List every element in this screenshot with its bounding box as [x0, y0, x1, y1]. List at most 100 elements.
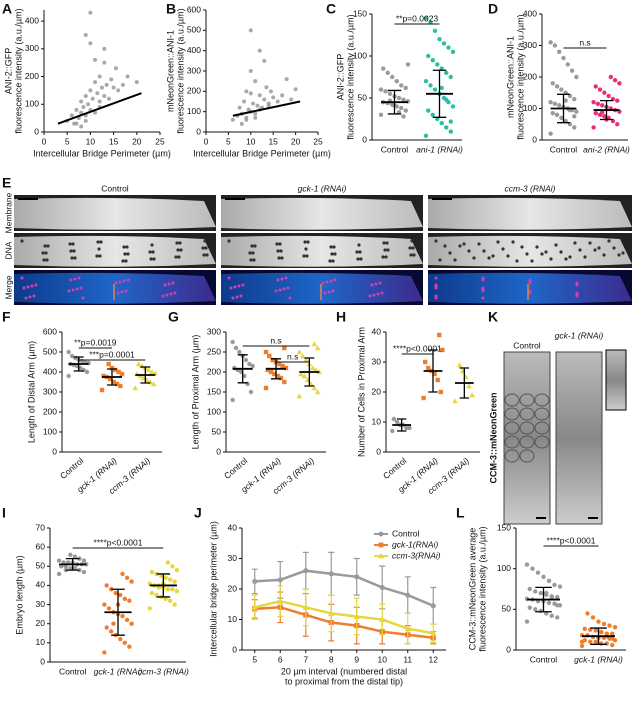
nucleus — [568, 255, 572, 259]
marker — [548, 40, 553, 45]
nucleus — [372, 293, 376, 297]
significance-label: n.s — [287, 351, 298, 361]
nucleus — [472, 256, 476, 260]
marker — [379, 584, 385, 591]
significance-label: **p=0.0019 — [74, 337, 117, 347]
marker — [296, 393, 303, 399]
marker — [68, 552, 73, 557]
nucleus — [409, 253, 413, 257]
y-tick-label: 100 — [43, 426, 57, 436]
significance-label: **p=0.0023 — [396, 13, 439, 23]
marker — [296, 349, 303, 355]
nucleus — [204, 246, 208, 250]
point — [88, 41, 93, 46]
nucleus — [69, 278, 73, 282]
nucleus — [321, 281, 325, 285]
y-tick-label: 150 — [497, 522, 511, 532]
nucleus — [333, 252, 337, 256]
tissue — [428, 197, 632, 230]
nucleus — [384, 255, 388, 259]
x-tick-label: 5 — [65, 136, 70, 146]
nucleus — [276, 278, 280, 282]
marker — [391, 416, 397, 422]
nucleus — [434, 239, 438, 243]
marker — [124, 575, 130, 580]
marker — [426, 108, 431, 113]
nucleus — [248, 251, 252, 255]
y-tick-label: 40 — [36, 580, 46, 590]
nucleus — [46, 244, 50, 248]
marker — [265, 367, 270, 373]
nucleus — [229, 286, 233, 290]
marker — [554, 112, 560, 118]
nucleus — [121, 259, 125, 263]
marker — [267, 353, 272, 359]
marker — [612, 625, 618, 630]
marker — [422, 359, 428, 365]
y-tick-label: 30 — [372, 356, 382, 366]
marker — [550, 81, 555, 86]
marker — [606, 93, 611, 99]
marker — [574, 74, 579, 80]
inset — [605, 349, 627, 411]
nucleus — [41, 251, 45, 255]
panel-label: D — [488, 1, 498, 17]
marker — [559, 115, 564, 121]
nucleus — [381, 255, 385, 259]
y-axis-label: fluorescence intensity (a.u./µm) — [345, 14, 355, 139]
marker — [444, 125, 449, 130]
nucleus — [249, 258, 253, 262]
cell — [504, 449, 520, 463]
marker — [263, 349, 269, 355]
point — [93, 110, 98, 115]
marker — [114, 381, 120, 387]
point — [79, 99, 84, 104]
y-tick-label: 400 — [187, 45, 201, 55]
y-tick-label: 0 — [216, 446, 221, 456]
point — [230, 117, 235, 122]
y-tick-label: 100 — [187, 106, 201, 116]
x-axis-label: Intercellular Bridge Perimeter (µm) — [193, 148, 331, 158]
marker — [533, 589, 538, 594]
point — [134, 80, 139, 85]
nucleus — [612, 246, 616, 250]
y-tick-label: 500 — [43, 346, 57, 356]
nucleus — [97, 247, 101, 251]
column-label: Control — [101, 183, 129, 193]
nucleus — [124, 289, 128, 293]
y-tick-label: 300 — [523, 40, 537, 50]
nucleus — [201, 246, 205, 250]
nucleus — [358, 250, 362, 254]
marker — [557, 103, 562, 108]
x-tick-label: 11 — [403, 654, 412, 664]
y-axis-label: fluorescence intensity (a.u./µm) — [13, 8, 23, 133]
y-tick-label: 300 — [25, 43, 39, 53]
nucleus — [385, 241, 389, 245]
row-label: DNA — [3, 241, 13, 259]
nucleus — [368, 294, 372, 298]
nucleus — [252, 258, 256, 262]
marker — [81, 558, 87, 563]
marker — [423, 133, 429, 138]
marker — [403, 85, 408, 91]
cell — [519, 407, 535, 421]
nucleus — [383, 248, 387, 252]
point — [90, 96, 95, 101]
marker — [233, 345, 239, 351]
nucleus — [530, 259, 534, 263]
y-tick-label: 200 — [25, 71, 39, 81]
marker — [147, 606, 152, 611]
series-line — [254, 606, 434, 640]
nucleus — [126, 252, 130, 256]
nucleus — [329, 245, 333, 249]
marker — [546, 578, 552, 584]
point — [239, 121, 244, 126]
marker — [111, 621, 116, 626]
sd-bar — [557, 93, 570, 124]
x-tick-label: 9 — [354, 654, 359, 664]
nucleus — [278, 242, 282, 246]
nucleus — [482, 249, 486, 253]
marker — [615, 122, 620, 127]
marker — [599, 641, 604, 646]
nucleus — [554, 243, 558, 247]
